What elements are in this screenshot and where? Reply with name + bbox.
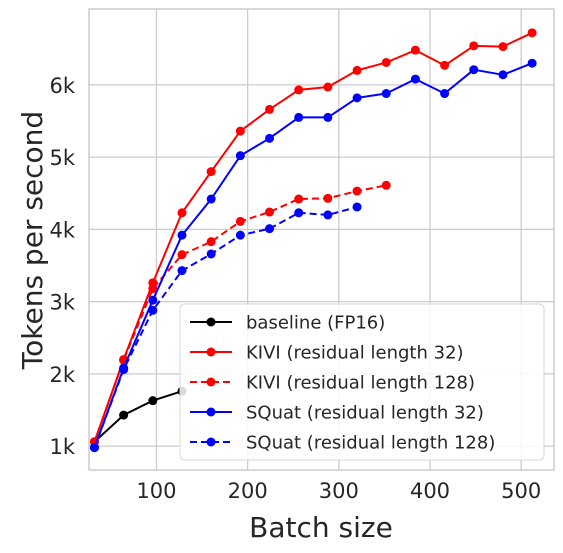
plot-frame [88,8,555,471]
data-point [410,45,420,55]
data-point [294,112,304,122]
x-tick-label: 400 [410,479,450,503]
data-point [498,42,508,52]
data-point [148,284,158,294]
y-axis-label: Tokens per second [16,111,49,370]
data-point [294,208,304,218]
data-point [206,237,216,247]
data-point [469,41,479,51]
data-point [89,443,99,453]
data-point [323,193,333,203]
data-point [206,249,216,259]
x-tick-label: 500 [501,479,541,503]
data-point [469,65,479,75]
series-line [93,31,533,443]
data-point [323,210,333,220]
data-point [265,224,275,234]
legend-entry: baseline (FP16) [190,313,385,334]
data-point [206,194,216,204]
data-point [410,74,420,84]
legend-box [179,303,545,461]
data-point [177,266,187,276]
y-tick-label: 2k [49,363,75,387]
legend-entry: SQuat (residual length 128) [190,433,495,454]
legend-marker [206,377,216,387]
data-point [440,89,450,99]
data-point [352,65,362,75]
legend: baseline (FP16) KIVI (residual length 32)… [179,303,545,461]
data-point [177,208,187,218]
series-layer [89,28,537,453]
legend-label: KIVI (residual length 32) [246,343,464,364]
legend-label: baseline (FP16) [246,313,385,334]
series-line [93,390,183,443]
x-tick-label: 300 [319,479,359,503]
data-point [235,151,245,161]
legend-marker [206,317,216,327]
series-2 [89,180,391,447]
data-point [235,230,245,240]
y-tick-label: 6k [49,74,75,98]
y-tick-label: 1k [49,435,75,459]
legend-marker [206,347,216,357]
y-tick-label: 3k [49,291,75,315]
x-tick-label: 100 [136,479,176,503]
data-point [148,295,158,305]
data-point [381,180,391,190]
data-point [177,230,187,240]
series-4 [89,202,362,453]
series-line [93,62,533,448]
data-point [294,194,304,204]
data-point [148,396,158,406]
data-point [265,104,275,114]
data-point [148,305,158,315]
data-point [119,365,129,375]
legend-entry: KIVI (residual length 128) [190,373,475,394]
data-point [265,207,275,217]
y-tick-label: 4k [49,218,75,242]
series-line [93,206,358,448]
data-point [294,85,304,95]
data-point [381,89,391,99]
data-point [206,167,216,177]
legend-entry: KIVI (residual length 32) [190,343,464,364]
data-point [381,57,391,67]
data-point [527,28,537,38]
legend-label: SQuat (residual length 128) [246,433,495,454]
data-point [323,112,333,122]
data-point [352,186,362,196]
data-point [235,126,245,136]
data-point [265,133,275,143]
tick-labels: 100 200 300 400 500 1k 2k 3k 4k 5k 6k [49,74,541,503]
data-point [323,82,333,92]
legend-entry: SQuat (residual length 32) [190,403,484,424]
legend-label: KIVI (residual length 128) [246,373,475,394]
grid [89,9,554,470]
x-axis-label: Batch size [249,511,393,544]
x-tick-label: 200 [228,479,268,503]
data-point [527,58,537,68]
data-point [119,410,129,420]
legend-marker [206,407,216,417]
data-point [352,93,362,103]
data-point [235,216,245,226]
data-point [440,60,450,70]
y-tick-label: 5k [49,146,75,170]
data-point [177,250,187,260]
data-point [498,70,508,80]
data-point [352,202,362,212]
legend-label: SQuat (residual length 32) [246,403,484,424]
legend-marker [206,437,216,447]
